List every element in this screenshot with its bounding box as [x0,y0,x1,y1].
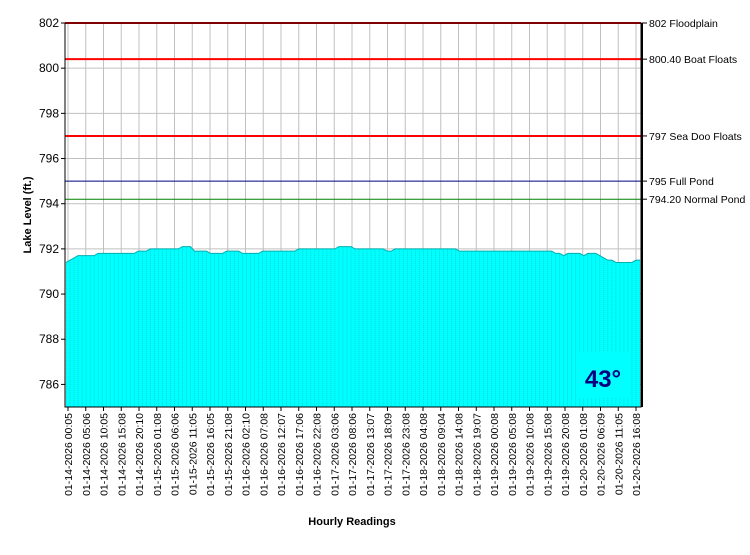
y-tick-label: 798 [39,106,59,120]
x-tick-label: 01-20-2026 11:05 [613,413,625,495]
x-tick-label: 01-17-2026 03:06 [329,413,341,496]
x-tick-label: 01-16-2026 12:07 [276,413,288,496]
y-tick-label: 792 [39,242,59,256]
x-tick-label: 01-18-2026 04:08 [418,413,430,496]
x-tick-label: 01-19-2026 20:08 [560,413,572,496]
x-tick-label: 01-18-2026 14:08 [454,413,466,496]
x-tick-label: 01-16-2026 07:08 [258,413,270,496]
x-tick-label: 01-19-2026 15:08 [542,413,554,496]
x-tick-label: 01-17-2026 08:06 [347,413,359,496]
x-tick-label: 01-17-2026 18:09 [383,413,395,496]
x-tick-label: 01-15-2026 06:06 [170,413,182,496]
x-tick-label: 01-16-2026 02:10 [241,413,253,496]
temperature-badge-bg [577,352,629,398]
area-fill [66,246,640,407]
reference-label: 797 Sea Doo Floats [649,131,742,143]
x-tick-label: 01-20-2026 16:08 [631,413,643,496]
y-tick-label: 786 [39,377,59,391]
area-line [65,246,640,263]
x-tick-label: 01-19-2026 00:08 [489,413,501,496]
y-tick-label: 800 [39,61,59,75]
reference-label: 795 Full Pond [649,176,714,188]
x-tick-label: 01-19-2026 05:08 [507,413,519,496]
x-tick-label: 01-15-2026 16:05 [205,413,217,496]
x-tick-label: 01-20-2026 06:09 [596,413,608,496]
x-tick-label: 01-15-2026 21:08 [223,413,235,496]
temperature-badge: 43° [577,352,629,398]
x-tick-label: 01-16-2026 22:08 [312,413,324,496]
x-tick-label: 01-18-2026 09:04 [436,413,448,496]
x-tick-label: 01-14-2026 05:06 [81,413,93,496]
y-tick-label: 790 [39,287,59,301]
x-tick-label: 01-14-2026 20:10 [134,413,146,496]
x-tick-label: 01-18-2026 19:07 [471,413,483,496]
reference-label: 794.20 Normal Pond [649,194,745,206]
x-tick-label: 01-17-2026 23:08 [400,413,412,496]
reference-label: 802 Floodplain [649,18,718,30]
y-tick-label: 788 [39,332,59,346]
reference-label: 800.40 Boat Floats [649,54,737,66]
x-axis-title: Hourly Readings [308,516,395,528]
area-series [65,246,641,407]
x-tick-label: 01-14-2026 15:08 [116,413,128,496]
x-tick-label: 01-15-2026 01:08 [152,413,164,496]
x-tick-label: 01-16-2026 17:06 [294,413,306,496]
temperature-value: 43° [585,366,621,393]
y-tick-label: 796 [39,152,59,166]
y-axis-ticks: 786 788 790 792 794 796 798 800 802 [39,16,65,391]
x-tick-label: 01-20-2026 01:08 [578,413,590,496]
x-tick-label: 01-14-2026 10:05 [99,413,111,496]
y-tick-label: 794 [39,197,59,211]
x-tick-label: 01-19-2026 10:08 [525,413,537,496]
x-tick-label: 01-14-2026 00:05 [63,413,75,496]
x-tick-label: 01-15-2026 11:05 [187,413,199,495]
y-tick-label: 802 [39,16,59,30]
x-tick-label: 01-17-2026 13:07 [365,413,377,496]
y-axis-title: Lake Level (ft.) [22,176,34,253]
x-axis-ticks: 01-14-2026 00:05 01-14-2026 05:06 01-14-20… [63,407,643,496]
